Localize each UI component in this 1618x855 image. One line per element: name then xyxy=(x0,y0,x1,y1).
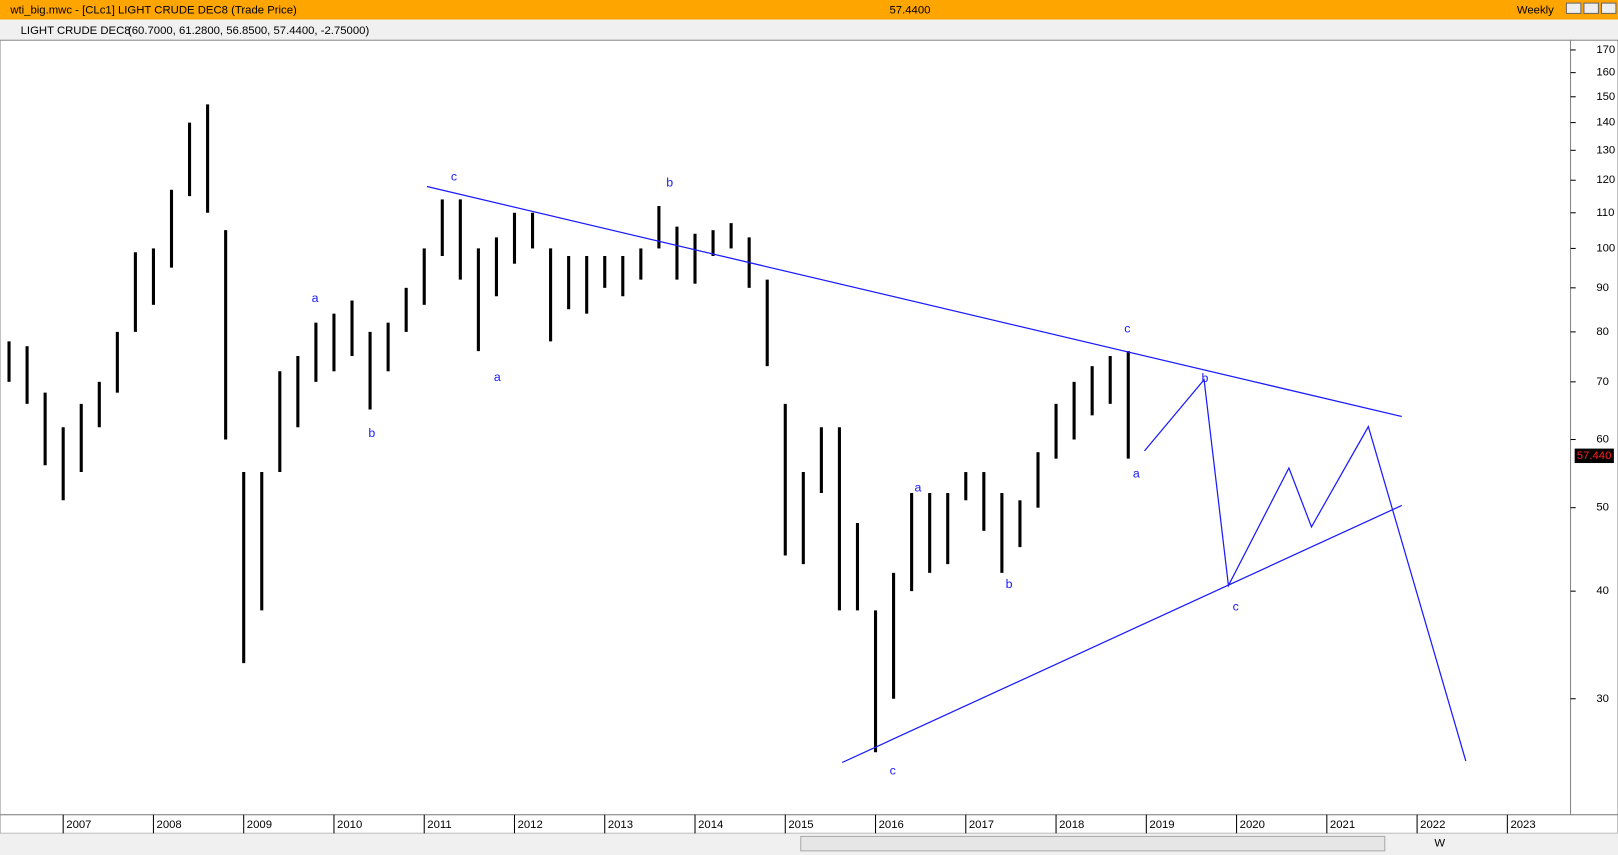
period: Weekly xyxy=(1517,4,1554,16)
y-tick-label: 90 xyxy=(1596,282,1609,294)
x-tick-label: 2016 xyxy=(879,819,904,831)
trend-line xyxy=(841,504,1403,764)
x-tick-label: 2022 xyxy=(1420,819,1445,831)
y-tick-label: 110 xyxy=(1596,207,1614,219)
wave-label: a xyxy=(915,480,922,494)
y-tick-label: 70 xyxy=(1596,376,1609,388)
wave-label: b xyxy=(368,426,375,440)
scrollbar[interactable] xyxy=(800,835,1386,852)
x-tick-label: 2012 xyxy=(518,819,543,831)
x-tick-label: 2010 xyxy=(337,819,362,831)
y-tick-label: 80 xyxy=(1596,326,1609,338)
wave-label: b xyxy=(1006,577,1013,591)
wave-label: b xyxy=(666,176,673,190)
last-price: 57.4400 xyxy=(889,4,930,16)
y-tick-label: 130 xyxy=(1596,144,1615,156)
y-tick-label: 50 xyxy=(1596,502,1609,514)
last-price-box xyxy=(1574,448,1614,464)
window-title: wti_big.mwc - [CLc1] LIGHT CRUDE DEC8 (T… xyxy=(9,4,297,16)
wave-label: a xyxy=(312,291,319,305)
chart-subtitle: (60.7000, 61.2800, 56.8500, 57.4400, -2.… xyxy=(128,25,370,37)
x-tick-label: 2015 xyxy=(788,819,813,831)
x-tick-label: 2011 xyxy=(427,819,451,831)
y-tick-label: 120 xyxy=(1596,174,1615,186)
last-price-label: 57.440 xyxy=(1577,450,1612,462)
x-tick-label: 2007 xyxy=(66,819,91,831)
y-tick-label: 60 xyxy=(1596,434,1609,446)
chart-title: LIGHT CRUDE DEC8 xyxy=(21,25,131,37)
toolbar-period[interactable]: W xyxy=(1434,838,1445,850)
close-button[interactable] xyxy=(1600,2,1617,14)
info-bar xyxy=(0,19,1618,41)
title-bar xyxy=(0,0,1618,20)
y-tick-label: 30 xyxy=(1596,693,1609,705)
wave-projection xyxy=(1144,378,1467,762)
y-axis-panel xyxy=(1570,39,1618,816)
x-tick-label: 2018 xyxy=(1059,819,1084,831)
x-tick-label: 2013 xyxy=(608,819,633,831)
y-tick-label: 170 xyxy=(1596,44,1615,56)
wave-label: a xyxy=(1133,466,1140,480)
wave-label: c xyxy=(890,764,896,778)
trend-line xyxy=(426,185,1402,418)
x-tick-label: 2017 xyxy=(969,819,994,831)
wave-label: c xyxy=(1124,321,1130,335)
minimize-button[interactable] xyxy=(1565,2,1582,14)
x-tick-label: 2020 xyxy=(1240,819,1265,831)
x-tick-label: 2019 xyxy=(1149,819,1174,831)
x-tick-label: 2023 xyxy=(1510,819,1535,831)
y-tick-label: 150 xyxy=(1596,91,1615,103)
y-tick-label: 40 xyxy=(1596,585,1609,597)
wave-label: b xyxy=(1202,371,1209,385)
y-tick-label: 140 xyxy=(1596,117,1615,129)
x-tick-label: 2008 xyxy=(157,819,182,831)
y-tick-label: 100 xyxy=(1596,242,1615,254)
wave-label: a xyxy=(494,370,501,384)
x-tick-label: 2009 xyxy=(247,819,272,831)
wave-label: c xyxy=(1233,600,1239,614)
wave-label: c xyxy=(451,169,457,183)
y-tick-label: 160 xyxy=(1596,67,1615,79)
restore-button[interactable] xyxy=(1583,2,1599,14)
x-tick-label: 2021 xyxy=(1330,819,1355,831)
x-tick-label: 2014 xyxy=(698,819,723,831)
